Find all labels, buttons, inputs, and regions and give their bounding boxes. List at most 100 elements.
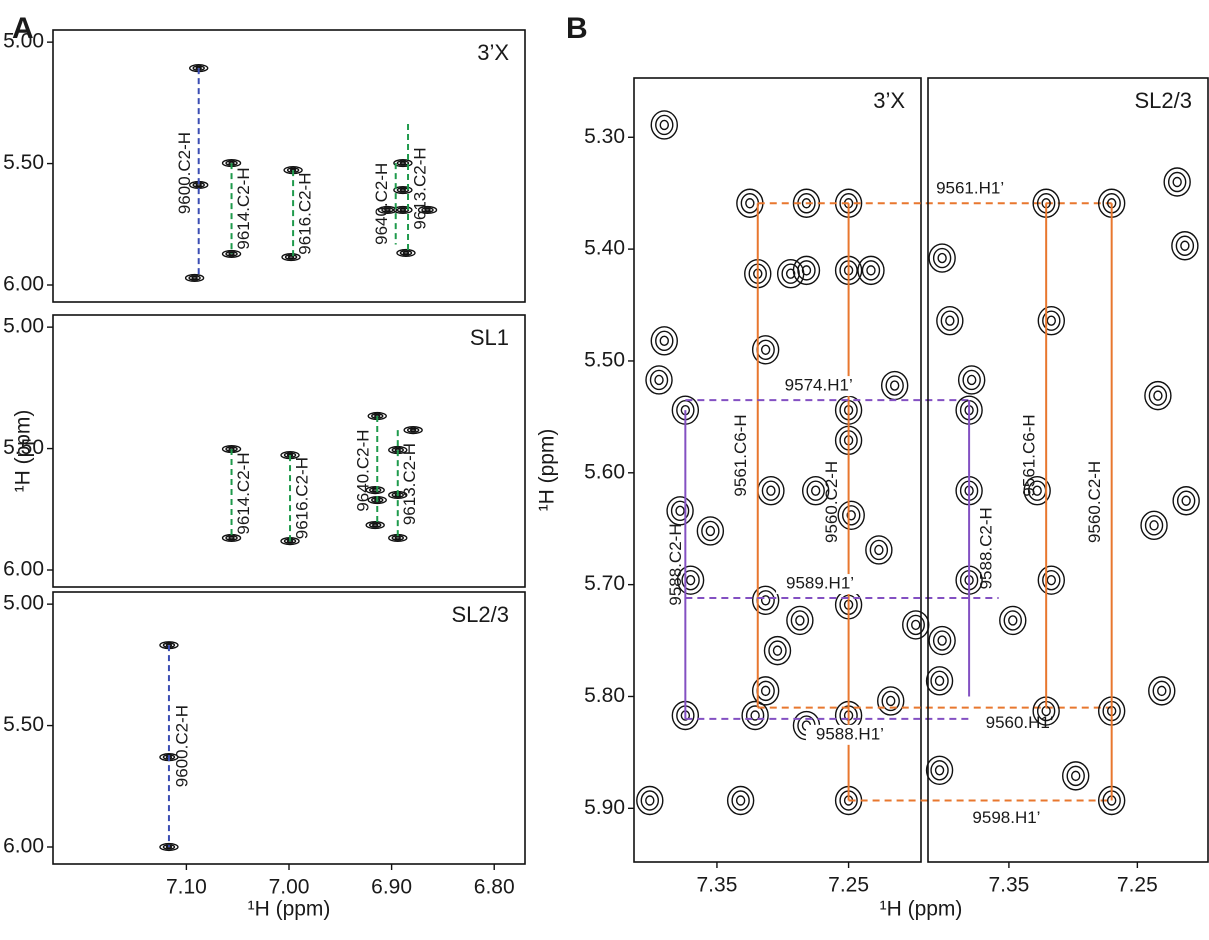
contour	[1046, 315, 1057, 326]
contour	[756, 680, 775, 702]
contour	[365, 486, 385, 495]
y-tick-label: 5.70	[584, 572, 625, 595]
contour	[966, 374, 977, 386]
x-axis-label: ¹H (ppm)	[248, 898, 331, 921]
peak	[865, 535, 893, 565]
contour	[406, 427, 420, 433]
contour	[1042, 569, 1061, 591]
contour	[962, 369, 981, 391]
contour	[1144, 515, 1164, 536]
label-backdrop	[926, 179, 1015, 200]
panel-title: SL2/3	[1135, 88, 1193, 113]
assignment-label: 9613.C2-H	[400, 443, 419, 525]
y-tick-label: 6.00	[3, 558, 44, 581]
contour	[1023, 475, 1051, 506]
contour	[930, 760, 949, 781]
contour	[1149, 520, 1159, 531]
peak	[925, 755, 954, 785]
peak	[741, 700, 769, 731]
assignment-label: 9640.C2-H	[372, 163, 391, 245]
plot-frame	[927, 77, 1209, 863]
contour	[1175, 235, 1195, 256]
contour	[225, 535, 238, 541]
contour	[1144, 380, 1172, 411]
contour	[869, 539, 889, 561]
assignment-label: 9588.C2-H	[977, 507, 996, 589]
y-tick-label: 5.00	[3, 315, 44, 338]
contour	[874, 544, 884, 556]
peak	[221, 249, 242, 259]
contour	[1071, 770, 1081, 782]
contour	[195, 183, 202, 187]
panel-title: SL1	[470, 325, 509, 350]
peak	[902, 610, 930, 640]
contour	[906, 614, 925, 636]
contour	[394, 536, 401, 540]
contour	[928, 243, 956, 273]
contour	[930, 670, 949, 692]
peak	[957, 365, 986, 395]
contour	[640, 790, 659, 811]
contour	[785, 268, 796, 279]
contour	[760, 595, 771, 606]
y-tick-label: 5.30	[584, 125, 625, 148]
peak	[726, 785, 755, 816]
contour	[745, 198, 755, 209]
contour	[399, 250, 413, 256]
contour	[751, 335, 780, 365]
contour	[1163, 167, 1191, 197]
contour	[396, 187, 410, 193]
contour	[396, 160, 410, 166]
contour	[937, 635, 947, 646]
contour	[1037, 305, 1066, 336]
contour	[934, 675, 945, 687]
peak	[999, 605, 1027, 636]
contour	[751, 676, 780, 706]
contour	[417, 205, 438, 215]
contour	[797, 260, 816, 281]
y-tick-label: 5.00	[3, 30, 44, 53]
contour	[1172, 486, 1200, 516]
contour	[1153, 390, 1163, 401]
panel-label: A	[12, 12, 34, 45]
peak	[403, 426, 423, 435]
contour	[666, 496, 694, 526]
contour	[925, 755, 954, 785]
contour	[399, 161, 407, 165]
peak	[365, 486, 385, 495]
contour	[837, 500, 865, 530]
contour	[1171, 231, 1199, 261]
contour	[731, 790, 750, 811]
y-tick-label: 5.50	[3, 436, 44, 459]
y-tick-label: 5.90	[584, 796, 625, 819]
contour	[676, 565, 705, 595]
assignment-label: 9614.C2-H	[234, 167, 253, 249]
y-tick-label: 6.00	[3, 273, 44, 296]
contour	[886, 695, 896, 707]
panel-title: 3’X	[477, 40, 509, 65]
peak	[751, 676, 780, 706]
contour	[1140, 510, 1168, 541]
contour	[1152, 680, 1171, 702]
contour	[763, 635, 792, 666]
peak	[636, 785, 664, 816]
peak	[393, 158, 413, 168]
contour	[861, 260, 881, 281]
peak	[1163, 167, 1191, 197]
contour	[795, 615, 805, 626]
contour	[1176, 490, 1196, 511]
assignment-label: 9600.C2-H	[172, 705, 191, 787]
assignment-label: 9616.C2-H	[293, 457, 312, 539]
contour	[1062, 761, 1090, 791]
contour	[1008, 615, 1018, 626]
peak	[837, 500, 865, 530]
contour	[1172, 176, 1182, 188]
contour	[885, 375, 904, 396]
contour	[281, 252, 301, 262]
assignment-label: 9600.C2-H	[175, 132, 194, 214]
contour	[846, 510, 856, 521]
y-tick-label: 6.00	[3, 835, 44, 858]
contour	[745, 705, 765, 726]
y-tick-label: 5.50	[584, 349, 625, 372]
contour	[685, 574, 696, 586]
